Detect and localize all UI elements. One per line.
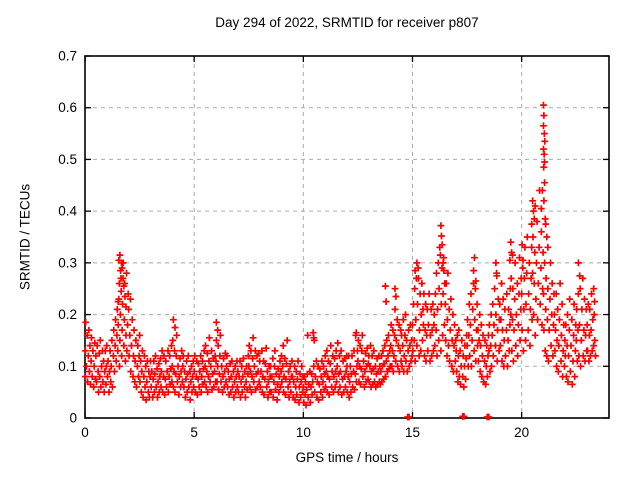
svg-text:0.6: 0.6 xyxy=(58,100,77,115)
svg-text:15: 15 xyxy=(405,425,420,440)
svg-text:0.3: 0.3 xyxy=(58,255,77,270)
svg-text:0: 0 xyxy=(69,411,77,426)
svg-text:0.2: 0.2 xyxy=(58,307,77,322)
svg-text:0.7: 0.7 xyxy=(58,49,77,64)
svg-text:0: 0 xyxy=(81,425,89,440)
svg-text:20: 20 xyxy=(514,425,529,440)
svg-text:0.5: 0.5 xyxy=(58,152,77,167)
svg-text:0.4: 0.4 xyxy=(58,204,77,219)
svg-text:0.1: 0.1 xyxy=(58,359,77,374)
x-axis-label: GPS time / hours xyxy=(295,450,399,465)
svg-text:5: 5 xyxy=(190,425,198,440)
svg-text:10: 10 xyxy=(296,425,311,440)
chart-title: Day 294 of 2022, SRMTID for receiver p80… xyxy=(215,15,479,30)
